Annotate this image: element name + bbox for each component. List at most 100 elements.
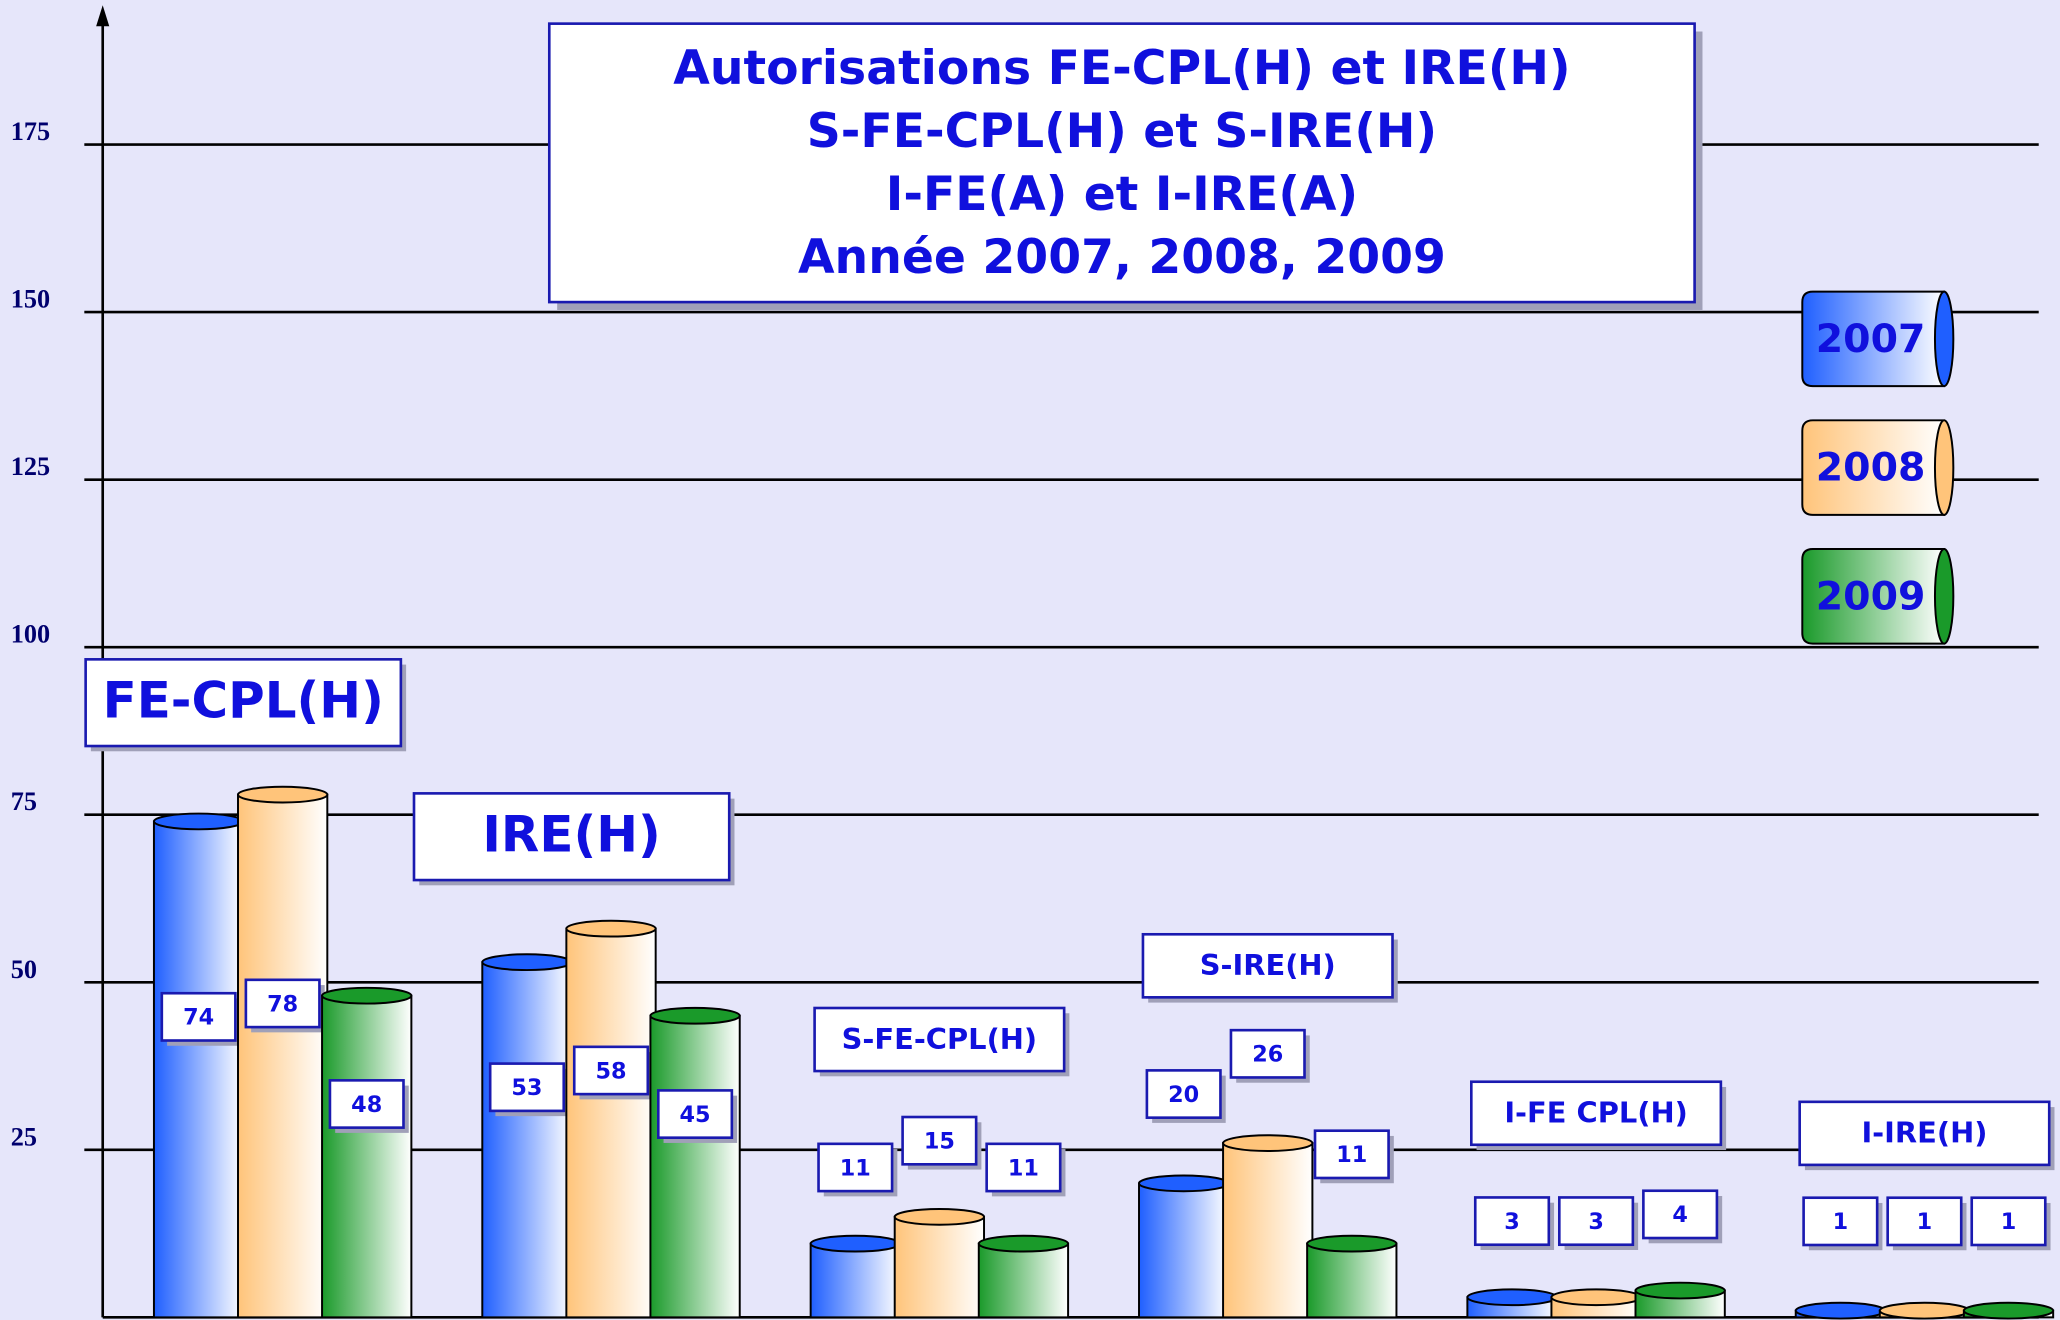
bar-top bbox=[649, 1006, 741, 1025]
bar-body bbox=[1138, 1182, 1230, 1319]
value-label: 53 bbox=[511, 1075, 542, 1101]
value-label-box bbox=[1642, 1189, 1719, 1240]
value-label: 15 bbox=[924, 1128, 955, 1154]
value-label: 4 bbox=[1672, 1202, 1688, 1228]
bar bbox=[237, 785, 329, 1319]
y-tick-label: 150 bbox=[11, 285, 50, 314]
bar bbox=[1306, 1234, 1398, 1319]
bar-top bbox=[565, 919, 657, 938]
value-label: 74 bbox=[183, 1005, 214, 1031]
bar-top bbox=[1550, 1288, 1642, 1307]
bar-top bbox=[1138, 1174, 1230, 1193]
bar bbox=[1138, 1174, 1230, 1319]
value-label: 11 bbox=[840, 1155, 871, 1181]
bar-top bbox=[1634, 1281, 1726, 1300]
category-label-box bbox=[1470, 1080, 1723, 1147]
bar bbox=[809, 1234, 901, 1319]
value-label-box bbox=[1313, 1129, 1390, 1180]
bar bbox=[649, 1006, 741, 1319]
bar bbox=[1634, 1281, 1726, 1319]
category-label: S-IRE(H) bbox=[1200, 948, 1336, 982]
legend-cap bbox=[1933, 290, 1955, 388]
value-label-box bbox=[328, 1079, 405, 1129]
category-label: I-IRE(H) bbox=[1861, 1116, 1987, 1150]
legend-body bbox=[1801, 548, 1946, 645]
category-label: IRE(H) bbox=[482, 806, 660, 864]
bar-body bbox=[1222, 1142, 1314, 1319]
bar-top bbox=[237, 785, 329, 804]
legend-label: 2007 bbox=[1816, 316, 1926, 362]
y-tick-label: 50 bbox=[11, 955, 37, 984]
bar bbox=[565, 919, 657, 1319]
chart-title: I-FE(A) et I-IRE(A) bbox=[886, 167, 1358, 222]
bar-body bbox=[565, 927, 657, 1319]
bar-top bbox=[809, 1234, 901, 1253]
bar-top bbox=[321, 986, 413, 1005]
category-label-box bbox=[1141, 932, 1394, 999]
title-box bbox=[547, 22, 1696, 304]
value-label-box bbox=[1229, 1028, 1306, 1079]
legend-body bbox=[1801, 290, 1946, 388]
y-tick-label: 125 bbox=[11, 452, 50, 481]
bar bbox=[893, 1207, 986, 1319]
bar-body bbox=[977, 1242, 1070, 1319]
legend-label: 2009 bbox=[1816, 573, 1926, 619]
bar bbox=[481, 953, 573, 1319]
bar bbox=[321, 986, 413, 1319]
bar-body bbox=[809, 1242, 901, 1319]
value-label-box bbox=[1558, 1196, 1635, 1247]
legend-body bbox=[1801, 419, 1946, 516]
value-label: 78 bbox=[267, 991, 298, 1017]
value-label-box bbox=[817, 1142, 894, 1193]
value-label: 20 bbox=[1168, 1082, 1199, 1108]
bar-top bbox=[893, 1207, 986, 1226]
y-tick-label: 25 bbox=[11, 1122, 37, 1151]
bar-top bbox=[152, 812, 245, 831]
chart-title: S-FE-CPL(H) et S-IRE(H) bbox=[807, 104, 1437, 159]
y-tick-label: 175 bbox=[11, 117, 50, 146]
category-label: FE-CPL(H) bbox=[103, 672, 384, 730]
value-label-box bbox=[1886, 1196, 1963, 1247]
chart-title: Autorisations FE-CPL(H) et IRE(H) bbox=[673, 41, 1570, 96]
y-tick-label: 100 bbox=[11, 620, 50, 649]
value-label-box bbox=[572, 1045, 650, 1096]
value-label-box bbox=[1145, 1069, 1222, 1119]
value-label: 1 bbox=[1833, 1209, 1849, 1235]
value-label-box bbox=[1802, 1196, 1879, 1247]
bar-body bbox=[321, 994, 413, 1319]
y-axis-arrow bbox=[96, 5, 110, 27]
bar-top bbox=[481, 953, 573, 972]
bar bbox=[1962, 1301, 2055, 1320]
value-label-box bbox=[985, 1142, 1062, 1193]
bar-body bbox=[1306, 1242, 1398, 1319]
chart-title: Année 2007, 2008, 2009 bbox=[798, 230, 1446, 285]
value-label: 1 bbox=[2001, 1209, 2017, 1235]
bar-top bbox=[1878, 1301, 1971, 1320]
category-label-box bbox=[412, 792, 731, 882]
value-label: 45 bbox=[680, 1102, 711, 1128]
value-label-box bbox=[1970, 1196, 2047, 1247]
category-label-box bbox=[84, 658, 403, 748]
legend-cap bbox=[1933, 548, 1955, 645]
category-label-box bbox=[1798, 1100, 2051, 1167]
category-label: I-FE CPL(H) bbox=[1504, 1096, 1688, 1130]
bar bbox=[1550, 1288, 1642, 1319]
category-label: S-FE-CPL(H) bbox=[842, 1022, 1038, 1056]
bar-body bbox=[649, 1014, 741, 1319]
value-label-box bbox=[656, 1089, 734, 1139]
value-label: 1 bbox=[1917, 1209, 1933, 1235]
value-label-box bbox=[1473, 1196, 1551, 1247]
bar-top bbox=[1466, 1288, 1558, 1307]
bar-body bbox=[893, 1215, 986, 1319]
bar bbox=[977, 1234, 1070, 1319]
bar-body bbox=[152, 820, 245, 1319]
bar-top bbox=[1794, 1301, 1887, 1320]
value-label: 3 bbox=[1588, 1209, 1604, 1235]
value-label-box bbox=[901, 1115, 978, 1166]
bar-body bbox=[481, 961, 573, 1319]
value-label: 11 bbox=[1008, 1155, 1039, 1181]
bar bbox=[152, 812, 245, 1319]
value-label-box bbox=[488, 1062, 566, 1113]
value-label: 11 bbox=[1336, 1142, 1367, 1168]
